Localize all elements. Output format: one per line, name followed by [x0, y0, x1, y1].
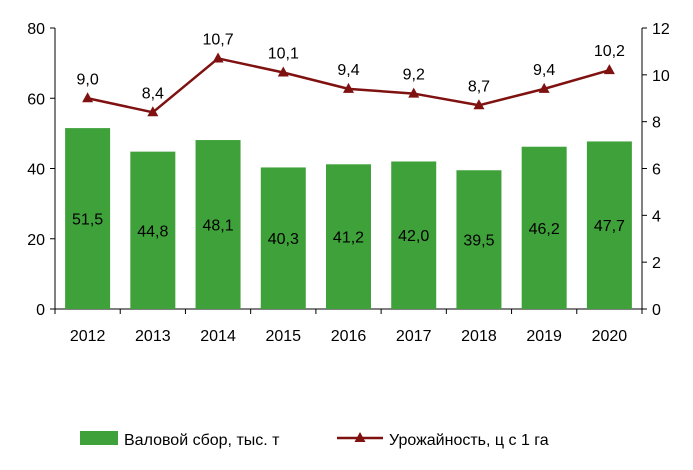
legend-swatch-bars [80, 431, 118, 445]
y-right-tick-label: 2 [652, 255, 661, 272]
legend-marker-triangle [354, 432, 366, 442]
bar-data-label: 41,2 [333, 230, 364, 247]
bar-data-label: 39,5 [463, 233, 494, 250]
bar-series: 51,5 44,8 48,1 40,3 41,2 42,0 39,5 46,2 47,7 [65, 128, 632, 309]
line-data-label: 10,7 [202, 31, 233, 48]
bar [326, 164, 371, 309]
bar-data-label: 42,0 [398, 228, 429, 245]
x-tick-label: 2018 [461, 328, 497, 345]
y-right-tick-label: 8 [652, 115, 661, 132]
bar-data-label: 51,5 [72, 212, 103, 229]
x-tick-label: 2017 [396, 328, 432, 345]
line-data-label: 8,4 [142, 85, 164, 102]
legend-label-line: Урожайность, ц с 1 га [389, 432, 549, 449]
x-tick-label: 2015 [265, 328, 301, 345]
y-right-tick-label: 12 [652, 21, 670, 38]
bar-data-label: 40,3 [268, 231, 299, 248]
line-data-label: 8,7 [468, 78, 490, 95]
line-marker [82, 92, 94, 103]
line-marker [277, 66, 289, 77]
line-marker [343, 82, 354, 93]
line-marker [212, 52, 224, 63]
y-left-tick-label: 0 [36, 302, 45, 319]
bar [195, 140, 241, 309]
bar [521, 146, 567, 309]
bar-data-label: 46,2 [529, 221, 560, 238]
line-data-label: 9,0 [76, 71, 98, 88]
line-data-label: 9,4 [337, 62, 359, 79]
line-marker [408, 87, 420, 98]
bar-data-label: 47,7 [594, 218, 625, 235]
y-left-tick-label: 60 [27, 91, 45, 108]
line-marker [538, 82, 550, 93]
bar [260, 167, 306, 309]
y-right-tick-label: 0 [652, 302, 661, 319]
x-tick-label: 2012 [70, 328, 106, 345]
line-marker [147, 106, 159, 117]
y-left-tick-label: 20 [27, 232, 45, 249]
x-tick-label: 2020 [592, 328, 628, 345]
bar [65, 128, 111, 309]
line-data-label: 9,4 [533, 62, 555, 79]
y-right-tick-label: 10 [652, 68, 670, 85]
line-marker [473, 99, 485, 110]
axes: 0 20 40 60 80 0 2 4 6 8 10 12 2012 2013 2014 2015 2016 20… [27, 21, 670, 345]
line-series: 9,0 8,4 10,7 10,1 9,4 9,2 8,7 9,4 10,2 [76, 31, 625, 117]
line-data-label: 10,1 [268, 45, 299, 62]
y-left-tick-label: 80 [27, 21, 45, 38]
y-right-tick-label: 4 [652, 208, 661, 225]
x-tick-label: 2014 [200, 328, 236, 345]
bar-data-label: 44,8 [137, 223, 168, 240]
bar [391, 161, 437, 309]
x-tick-label: 2019 [526, 328, 562, 345]
y-right-tick-label: 6 [652, 162, 661, 179]
bar [130, 151, 176, 309]
y-left-tick-label: 40 [27, 162, 45, 179]
bar-data-label: 48,1 [202, 218, 233, 235]
bar [456, 170, 502, 309]
line-data-label: 9,2 [403, 67, 425, 84]
line-marker [603, 64, 615, 75]
line-data-label: 10,2 [594, 43, 625, 60]
legend: Валовой сбор, тыс. т Урожайность, ц с 1 … [80, 431, 549, 449]
x-tick-label: 2013 [135, 328, 171, 345]
legend-label-bars: Валовой сбор, тыс. т [124, 432, 280, 449]
x-tick-label: 2016 [331, 328, 367, 345]
bar [586, 141, 632, 309]
